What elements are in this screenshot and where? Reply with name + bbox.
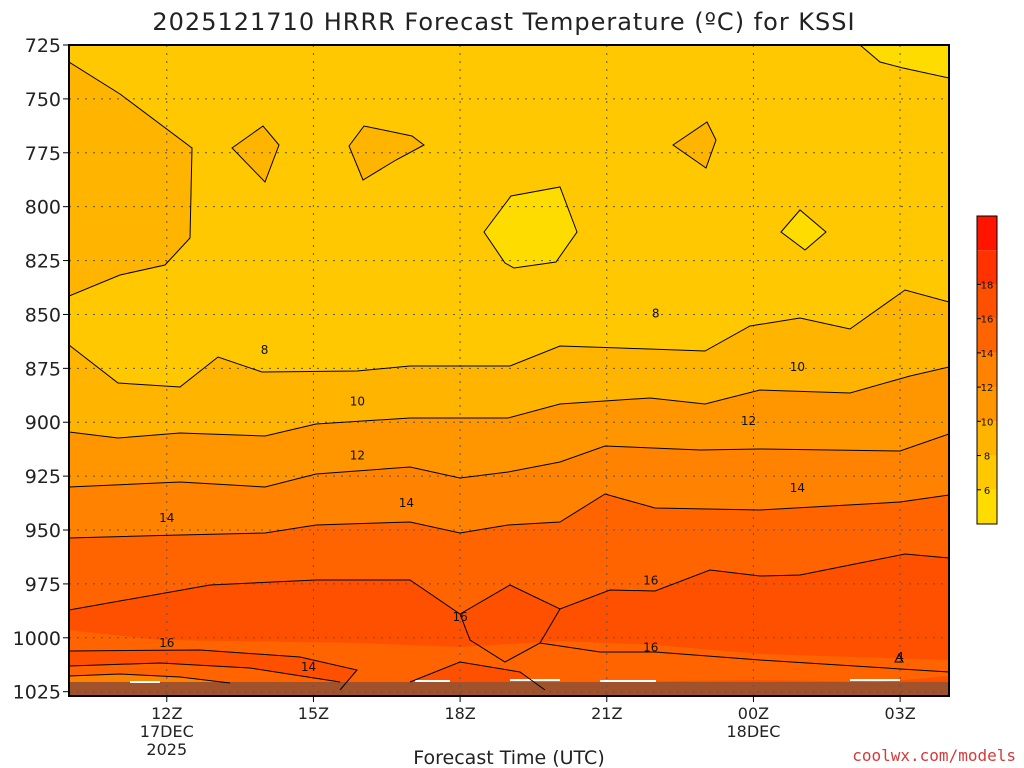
x-tick-sublabel: 18DEC (726, 722, 780, 741)
x-tick-label: 15Z (298, 704, 329, 723)
surface-highlights (130, 679, 900, 683)
y-tick-label: 925 (25, 466, 61, 488)
colorbar-segment (977, 216, 997, 251)
colorbar-label: 6 (984, 486, 990, 497)
contour-pocket-5 (780, 209, 827, 251)
contour-12 (69, 433, 949, 488)
contour-16 (69, 553, 949, 615)
warm-pocket-2 (349, 126, 424, 180)
y-tick-label: 825 (25, 251, 61, 273)
contour-label: 12 (741, 414, 756, 428)
contour-16-lower-3 (539, 642, 949, 673)
colorbar-frame (976, 215, 998, 525)
contour-14-lower (69, 662, 341, 683)
y-tick-label: 850 (25, 304, 61, 326)
contour-6-corner (859, 45, 949, 79)
contour-labels: 8 8 10 10 12 12 14 14 14 16 16 16 16 14 4 (159, 306, 904, 674)
contour-16-lower (69, 649, 358, 691)
y-tick-label: 775 (25, 143, 61, 165)
colorbar-segment (977, 284, 997, 319)
contour-14 (69, 493, 949, 539)
colorbar-label: 10 (981, 417, 994, 428)
chart-title: 2025121710 HRRR Forecast Temperature (ºC… (152, 8, 855, 36)
contour-12-lower (69, 673, 231, 684)
x-axis-label: Forecast Time (UTC) (413, 747, 604, 768)
contour-label: 16 (643, 640, 658, 654)
ground-terrain (69, 682, 949, 696)
colorbar-label: 16 (981, 315, 994, 326)
y-tick-label: 725 (25, 35, 61, 57)
colorbar-label: 8 (984, 452, 990, 463)
y-tick-label: 950 (25, 520, 61, 542)
contour-label: 8 (652, 306, 660, 320)
colorbar: 6 8 10 12 14 16 18 (976, 215, 998, 525)
y-tick-label: 1000 (13, 628, 61, 650)
contour-pocket-3 (672, 121, 717, 169)
contour-16-loop (459, 608, 561, 663)
warm-pocket-3 (673, 122, 716, 168)
contour-label: 8 (261, 343, 269, 357)
x-tick-sublabel: 2025 (146, 740, 187, 759)
contour-label: 14 (790, 481, 805, 495)
x-tick-label: 00Z (738, 704, 769, 723)
contour-pocket-1 (231, 125, 280, 183)
x-tick-label: 21Z (591, 704, 622, 723)
grid (69, 45, 949, 696)
colorbar-segment (977, 387, 997, 422)
cool-pocket-1 (484, 187, 577, 268)
colorbar-segment (977, 318, 997, 353)
plot-frame (68, 44, 950, 697)
contour-label: 12 (350, 449, 365, 463)
contour-label: 10 (350, 395, 365, 409)
contour-label: 16 (452, 610, 467, 624)
contour-8 (69, 289, 949, 388)
y-tick-label: 1025 (13, 682, 61, 704)
watermark: coolwx.com/models (852, 746, 1016, 765)
colorbar-label: 14 (981, 349, 994, 360)
contour-8-left (69, 61, 193, 297)
contour-16-lower-2 (409, 661, 546, 691)
contour-label: 14 (399, 496, 414, 510)
y-tick-label: 750 (25, 89, 61, 111)
contour-lines (69, 45, 949, 691)
colorbar-label: 18 (981, 280, 994, 291)
contour-4-tiny (894, 652, 904, 663)
cool-corner (860, 45, 949, 78)
contour-label: 14 (301, 660, 316, 674)
y-axis: 725 750 775 800 825 850 875 900 925 950 975 1000 102… (13, 35, 69, 704)
colorbar-segment (977, 352, 997, 388)
colorbar-segment (977, 489, 997, 524)
x-tick-sublabel: 17DEC (140, 722, 194, 741)
band-8-10-left-patch (69, 62, 192, 296)
colorbar-segment (977, 455, 997, 490)
contour-10 (69, 366, 949, 439)
y-tick-label: 900 (25, 412, 61, 434)
contour-label: 16 (159, 636, 174, 650)
x-tick-label: 18Z (444, 704, 475, 723)
contour-label: 4 (896, 650, 904, 664)
y-tick-label: 875 (25, 358, 61, 380)
y-tick-label: 800 (25, 197, 61, 219)
contour-label: 16 (643, 574, 658, 588)
colorbar-label: 12 (981, 383, 994, 394)
x-tick-label: 03Z (884, 704, 915, 723)
plot-area: 8 8 10 10 12 12 14 14 14 16 16 16 16 14 4 (69, 45, 949, 696)
contour-pocket-2 (348, 125, 425, 181)
colorbar-segment (977, 421, 997, 456)
x-tick-label: 12Z (151, 704, 182, 723)
y-tick-label: 975 (25, 574, 61, 596)
contour-label: 14 (159, 511, 174, 525)
colorbar-segment (977, 250, 997, 285)
contour-pocket-4 (483, 186, 578, 269)
contour-label: 10 (790, 360, 805, 374)
